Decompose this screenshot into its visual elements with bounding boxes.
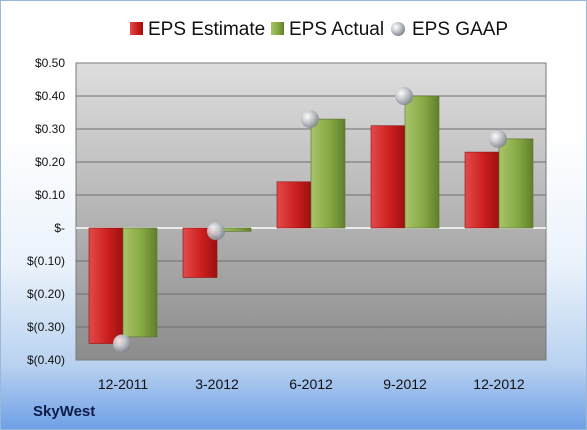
bar-eps-actual	[404, 95, 440, 229]
x-category-label: 12-2012	[473, 376, 525, 392]
bar-eps-estimate	[88, 227, 124, 344]
x-axis-categories: 12-2011 3-2012 6-2012 9-2012 12-2012	[98, 376, 525, 392]
y-tick-label: $(0.30)	[27, 320, 65, 334]
y-tick-label: $(0.10)	[27, 254, 65, 268]
bar-eps-estimate	[370, 125, 406, 229]
company-label: SkyWest	[33, 403, 96, 420]
x-category-label: 12-2011	[98, 376, 149, 392]
x-category-label: 3-2012	[195, 376, 239, 392]
bar-eps-estimate	[276, 181, 312, 229]
y-tick-label: $0.10	[35, 188, 65, 202]
y-axis-ticks: $0.50 $0.40 $0.30 $0.20 $0.10 $- $(0.10) $(0.20…	[27, 56, 65, 367]
gaap-marker	[489, 129, 507, 148]
y-tick-label: $0.40	[35, 89, 65, 103]
legend-swatch-gaap	[391, 22, 405, 36]
legend-label-estimate: EPS Estimate	[148, 19, 265, 40]
y-tick-label: $0.30	[35, 122, 65, 136]
gaap-markers	[113, 87, 507, 353]
y-tick-label: $-	[54, 221, 65, 235]
bar-eps-actual	[310, 118, 346, 229]
bar-eps-estimate	[464, 151, 500, 229]
gaap-marker	[113, 334, 131, 353]
legend-label-actual: EPS Actual	[289, 19, 384, 40]
bar-eps-actual	[498, 138, 534, 229]
legend-swatch-estimate	[130, 22, 143, 35]
gaap-marker	[207, 222, 225, 241]
gaap-marker	[301, 110, 319, 129]
legend: EPS Estimate EPS Actual EPS GAAP	[130, 19, 508, 40]
y-tick-label: $0.20	[35, 155, 65, 169]
bars	[88, 95, 534, 344]
y-tick-label: $0.50	[35, 56, 65, 70]
legend-swatch-actual	[271, 22, 284, 35]
bar-eps-actual	[122, 227, 158, 338]
y-tick-label: $(0.40)	[27, 353, 65, 367]
y-tick-label: $(0.20)	[27, 287, 65, 301]
legend-label-gaap: EPS GAAP	[412, 19, 508, 40]
x-category-label: 6-2012	[289, 376, 333, 392]
gaap-marker	[395, 87, 413, 105]
x-category-label: 9-2012	[383, 376, 427, 392]
